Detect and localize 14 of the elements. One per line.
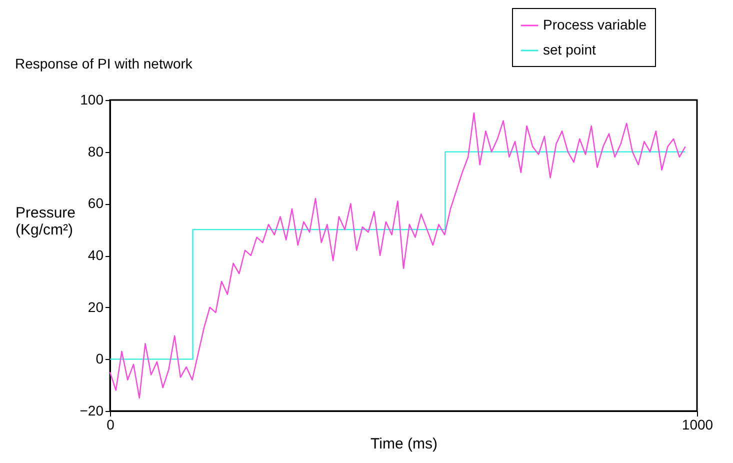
chart-title: Response of PI with network [15,56,194,72]
legend-label: Process variable [543,16,647,32]
y-tick-label: −20 [80,402,104,418]
line-series [109,112,686,399]
x-tick-label: 1000 [682,416,714,432]
y-tick-label: 80 [88,143,104,160]
y-tick-label: 60 [88,195,104,212]
y-axis-title: Pressure (Kg/cm²) [16,204,76,238]
x-axis-title: Time (ms) [370,436,438,452]
y-tick-label: 20 [88,298,104,315]
y-tick-label: 40 [88,247,104,263]
y-tick-label: 100 [80,92,104,108]
y-tick-label: 0 [96,350,104,367]
legend-label: set point [543,42,596,58]
